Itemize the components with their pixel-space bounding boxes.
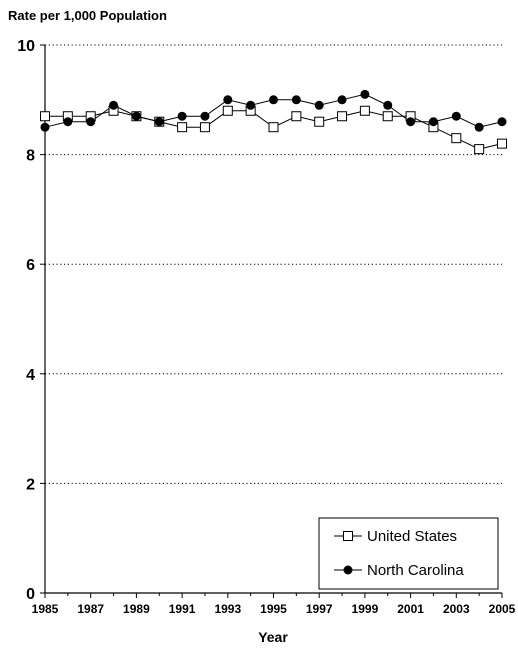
legend-marker-united-states	[343, 531, 353, 541]
data-point-north-carolina-1993	[223, 95, 233, 105]
legend-item-united-states: United States	[334, 528, 457, 545]
y-axis-title: Rate per 1,000 Population	[8, 8, 167, 23]
data-point-north-carolina-2002	[428, 117, 438, 127]
data-point-united-states-1996	[291, 111, 302, 122]
axes	[40, 44, 503, 598]
data-point-north-carolina-2004	[474, 122, 484, 132]
x-tick-label-1989: 1989	[123, 602, 150, 616]
x-axis-title: Year	[258, 629, 288, 645]
y-tick-labels: 0 2 4 6 8 10	[17, 38, 35, 603]
x-tick-label-1997: 1997	[306, 602, 333, 616]
legend-label-united-states: United States	[367, 528, 457, 545]
y-tick-label-2: 2	[26, 476, 35, 493]
data-point-north-carolina-1986	[63, 117, 73, 127]
data-point-united-states-1999	[359, 105, 370, 116]
data-point-north-carolina-1991	[177, 111, 187, 121]
y-tick-label-4: 4	[26, 367, 35, 384]
x-tick-label-1999: 1999	[352, 602, 379, 616]
y-tick-label-6: 6	[26, 257, 35, 274]
data-point-north-carolina-1994	[246, 100, 256, 110]
data-point-united-states-1985	[40, 111, 50, 122]
x-tick-label-1985: 1985	[32, 602, 59, 616]
data-point-united-states-1995	[268, 122, 279, 133]
data-point-united-states-2003	[451, 133, 462, 144]
x-tick-label-1991: 1991	[169, 602, 196, 616]
data-point-north-carolina-1992	[200, 111, 210, 121]
data-point-north-carolina-1999	[360, 89, 370, 99]
data-point-united-states-1997	[314, 116, 325, 127]
series-markers	[40, 89, 507, 155]
y-tick-label-0: 0	[26, 586, 35, 603]
data-point-north-carolina-1988	[109, 100, 119, 110]
y-tick-label-10: 10	[17, 38, 35, 55]
data-point-united-states-1991	[177, 122, 188, 133]
x-tick-label-2001: 2001	[397, 602, 424, 616]
gridlines	[45, 44, 502, 484]
data-point-united-states-1992	[199, 122, 210, 133]
x-tick-label-1993: 1993	[214, 602, 241, 616]
x-tick-label-2003: 2003	[443, 602, 470, 616]
data-point-united-states-1993	[222, 105, 233, 116]
data-point-north-carolina-2003	[451, 111, 461, 121]
legend-marker-north-carolina	[343, 565, 353, 575]
data-point-north-carolina-2001	[406, 117, 416, 127]
data-point-north-carolina-1998	[337, 95, 347, 105]
legend: United States North Carolina	[318, 517, 499, 590]
legend-item-north-carolina: North Carolina	[334, 562, 464, 579]
data-point-united-states-2005	[497, 138, 507, 149]
legend-label-north-carolina: North Carolina	[367, 562, 464, 579]
legend-box	[318, 517, 499, 590]
data-point-north-carolina-2000	[383, 100, 393, 110]
x-tick-label-1995: 1995	[260, 602, 287, 616]
data-point-united-states-1998	[337, 111, 348, 122]
data-point-north-carolina-1985	[40, 122, 50, 132]
data-point-north-carolina-1995	[269, 95, 278, 105]
data-point-united-states-2004	[474, 144, 485, 155]
data-point-north-carolina-1987	[86, 117, 96, 127]
x-tick-label-2005: 2005	[489, 602, 516, 616]
y-tick-label-8: 8	[26, 148, 35, 165]
data-point-north-carolina-1996	[291, 95, 301, 105]
data-point-north-carolina-1997	[314, 100, 324, 110]
data-point-north-carolina-2005	[497, 117, 507, 127]
data-point-north-carolina-1989	[131, 111, 141, 121]
x-tick-label-1987: 1987	[77, 602, 104, 616]
data-point-north-carolina-1990	[154, 117, 164, 127]
data-point-united-states-2000	[382, 111, 393, 122]
x-tick-labels: 1985 1987 1989 1991 1993 1995 1997 1999 2001 2003…	[32, 602, 516, 616]
